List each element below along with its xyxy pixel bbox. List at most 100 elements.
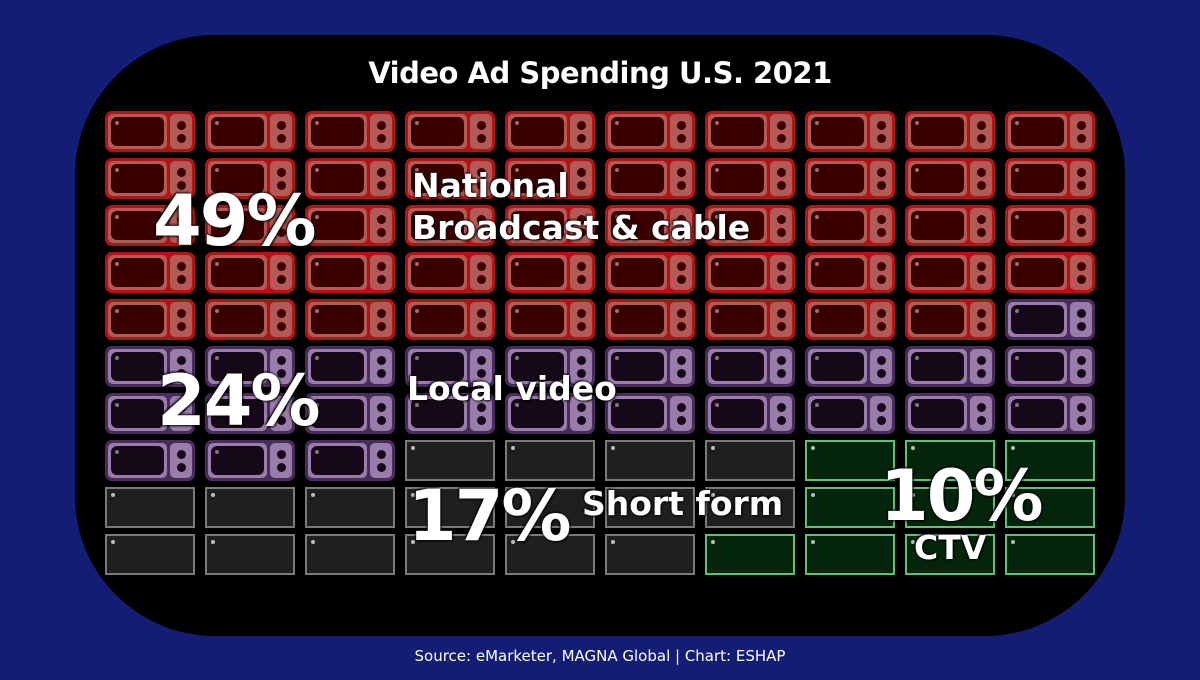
national-tv-icon bbox=[505, 111, 595, 152]
national-tv-icon bbox=[605, 205, 695, 246]
national-tv-icon bbox=[305, 111, 395, 152]
local-tv-icon bbox=[305, 393, 395, 434]
local-tv-icon bbox=[605, 393, 695, 434]
ctv-tv-icon bbox=[1005, 534, 1095, 575]
ctv-tv-icon bbox=[905, 440, 995, 481]
national-tv-icon bbox=[405, 111, 495, 152]
ctv-tv-icon bbox=[705, 534, 795, 575]
national-tv-icon bbox=[905, 299, 995, 340]
short-form-tv-icon bbox=[405, 440, 495, 481]
local-tv-icon bbox=[805, 393, 895, 434]
ctv-percent: 10% bbox=[880, 455, 1044, 537]
national-tv-icon bbox=[405, 299, 495, 340]
national-tv-icon bbox=[605, 158, 695, 199]
national-percent: 49% bbox=[153, 180, 317, 262]
national-tv-icon bbox=[705, 252, 795, 293]
short-form-tv-icon bbox=[705, 440, 795, 481]
short-form-label: Short form bbox=[582, 484, 784, 523]
national-tv-icon bbox=[905, 111, 995, 152]
local-tv-icon bbox=[105, 393, 195, 434]
local-tv-icon bbox=[1005, 393, 1095, 434]
national-tv-icon bbox=[805, 205, 895, 246]
national-tv-icon bbox=[505, 252, 595, 293]
national-tv-icon bbox=[605, 252, 695, 293]
short-form-tv-icon bbox=[605, 440, 695, 481]
short-form-tv-icon bbox=[605, 534, 695, 575]
ctv-tv-icon bbox=[1005, 440, 1095, 481]
local-tv-icon bbox=[305, 440, 395, 481]
national-tv-icon bbox=[1005, 111, 1095, 152]
national-tv-icon bbox=[805, 111, 895, 152]
national-tv-icon bbox=[305, 205, 395, 246]
short-form-tv-icon bbox=[605, 487, 695, 528]
national-tv-icon bbox=[205, 205, 295, 246]
national-tv-icon bbox=[205, 252, 295, 293]
local-tv-icon bbox=[205, 440, 295, 481]
national-tv-icon bbox=[305, 299, 395, 340]
short-form-tv-icon bbox=[105, 487, 195, 528]
national-tv-icon bbox=[505, 205, 595, 246]
ctv-tv-icon bbox=[905, 487, 995, 528]
local-percent: 24% bbox=[157, 360, 321, 442]
local-tv-icon bbox=[605, 346, 695, 387]
short-form-tv-icon bbox=[505, 440, 595, 481]
national-tv-icon bbox=[105, 299, 195, 340]
national-tv-icon bbox=[305, 158, 395, 199]
national-tv-icon bbox=[1005, 205, 1095, 246]
short-form-tv-icon bbox=[305, 487, 395, 528]
local-tv-icon bbox=[905, 346, 995, 387]
short-form-tv-icon bbox=[105, 534, 195, 575]
local-tv-icon bbox=[805, 346, 895, 387]
national-tv-icon bbox=[605, 299, 695, 340]
national-tv-icon bbox=[805, 252, 895, 293]
local-tv-icon bbox=[205, 346, 295, 387]
local-tv-icon bbox=[205, 393, 295, 434]
short-form-tv-icon bbox=[405, 534, 495, 575]
short-form-tv-icon bbox=[205, 487, 295, 528]
chart-title: Video Ad Spending U.S. 2021 bbox=[368, 56, 832, 90]
national-tv-icon bbox=[205, 299, 295, 340]
local-tv-icon bbox=[105, 440, 195, 481]
ctv-tv-icon bbox=[805, 440, 895, 481]
local-label: Local video bbox=[407, 369, 617, 408]
short-form-tv-icon bbox=[205, 534, 295, 575]
national-tv-icon bbox=[505, 299, 595, 340]
local-tv-icon bbox=[405, 393, 495, 434]
local-tv-icon bbox=[705, 393, 795, 434]
national-tv-icon bbox=[705, 158, 795, 199]
national-tv-icon bbox=[705, 299, 795, 340]
national-tv-icon bbox=[505, 158, 595, 199]
local-tv-icon bbox=[905, 393, 995, 434]
national-tv-icon bbox=[105, 252, 195, 293]
national-tv-icon bbox=[905, 158, 995, 199]
national-tv-icon bbox=[105, 111, 195, 152]
national-tv-icon bbox=[905, 205, 995, 246]
national-tv-icon bbox=[705, 205, 795, 246]
national-tv-icon bbox=[305, 252, 395, 293]
national-tv-icon bbox=[805, 158, 895, 199]
short-form-percent: 17% bbox=[408, 475, 572, 557]
national-tv-icon bbox=[405, 158, 495, 199]
short-form-tv-icon bbox=[405, 487, 495, 528]
local-tv-icon bbox=[1005, 346, 1095, 387]
short-form-tv-icon bbox=[505, 487, 595, 528]
local-tv-icon bbox=[505, 346, 595, 387]
national-tv-icon bbox=[405, 252, 495, 293]
ctv-label: CTV bbox=[914, 528, 987, 567]
local-tv-icon bbox=[105, 346, 195, 387]
national-tv-icon bbox=[705, 111, 795, 152]
national-tv-icon bbox=[1005, 158, 1095, 199]
national-tv-icon bbox=[105, 205, 195, 246]
national-tv-icon bbox=[205, 111, 295, 152]
ctv-tv-icon bbox=[805, 487, 895, 528]
local-tv-icon bbox=[505, 393, 595, 434]
local-tv-icon bbox=[1005, 299, 1095, 340]
national-tv-icon bbox=[605, 111, 695, 152]
short-form-tv-icon bbox=[505, 534, 595, 575]
short-form-tv-icon bbox=[305, 534, 395, 575]
ctv-tv-icon bbox=[805, 534, 895, 575]
national-tv-icon bbox=[1005, 252, 1095, 293]
ctv-tv-icon bbox=[1005, 487, 1095, 528]
national-tv-icon bbox=[905, 252, 995, 293]
